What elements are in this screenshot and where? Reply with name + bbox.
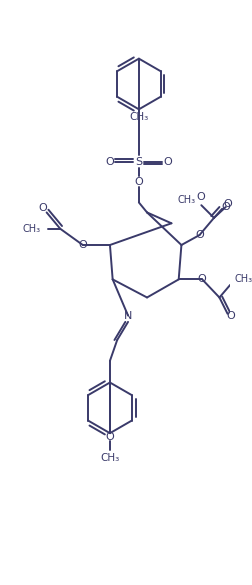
Text: CH₃: CH₃ bbox=[100, 453, 119, 463]
Text: O: O bbox=[194, 230, 203, 240]
Text: O: O bbox=[195, 192, 204, 202]
Text: O: O bbox=[105, 432, 114, 442]
Text: O: O bbox=[222, 199, 231, 209]
Text: O: O bbox=[39, 203, 47, 213]
Text: CH₃: CH₃ bbox=[22, 223, 40, 234]
Text: O: O bbox=[78, 240, 87, 250]
Text: O: O bbox=[226, 311, 235, 322]
Text: CH₃: CH₃ bbox=[129, 112, 148, 122]
Text: CH₃: CH₃ bbox=[234, 274, 252, 284]
Text: O: O bbox=[163, 157, 172, 167]
Text: O: O bbox=[105, 157, 114, 167]
Text: S: S bbox=[135, 157, 142, 167]
Text: O: O bbox=[220, 202, 229, 212]
Text: O: O bbox=[197, 274, 206, 284]
Text: O: O bbox=[134, 177, 143, 187]
Text: CH₃: CH₃ bbox=[177, 195, 195, 205]
Text: N: N bbox=[123, 311, 132, 321]
